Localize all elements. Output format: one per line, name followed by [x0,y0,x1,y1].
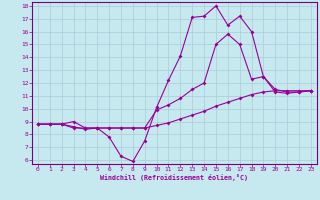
X-axis label: Windchill (Refroidissement éolien,°C): Windchill (Refroidissement éolien,°C) [100,174,248,181]
